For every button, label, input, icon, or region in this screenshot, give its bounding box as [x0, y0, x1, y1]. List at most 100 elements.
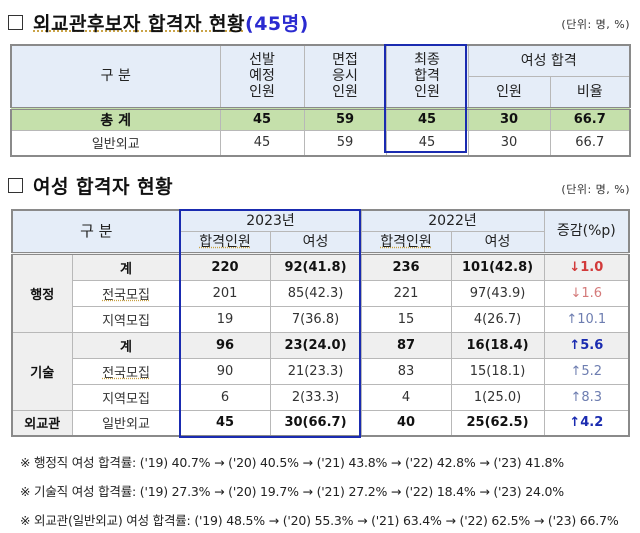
cell-interview: 59: [303, 129, 387, 157]
cell-p22: 4: [360, 383, 452, 411]
total-row: 총 계 45 59 45 30 66.7: [10, 107, 631, 131]
header-final-line3: 인원: [414, 84, 440, 101]
cell-f23: 85(42.3): [269, 279, 362, 307]
row-sub-label: 전국모집: [102, 365, 150, 381]
section2-unit: (단위: 명, %): [561, 183, 630, 196]
section2-title-text: 여성 합격자 현황: [33, 176, 174, 198]
cell-p23: 220: [179, 252, 271, 281]
row-sub: 계: [71, 252, 181, 281]
cell-p23: 90: [179, 357, 271, 385]
table-row: 전국모집 90 21(23.3) 83 15(18.1) ↑5.2: [12, 357, 630, 385]
header-interview: 면접 응시 인원: [303, 44, 387, 110]
header-final: 최종 합격 인원: [385, 44, 469, 110]
cell-f22: 25(62.5): [450, 409, 545, 437]
group-diplomat: 외교관: [11, 409, 73, 437]
header-interview-line1: 면접: [332, 52, 358, 69]
cell-p23: 201: [179, 279, 271, 307]
table-row: 지역모집 6 2(33.3) 4 1(25.0) ↑8.3: [12, 383, 630, 411]
table-row: 지역모집 19 7(36.8) 15 4(26.7) ↑10.1: [12, 305, 630, 333]
row-sub: 계: [71, 331, 181, 359]
cell-change: ↓1.0: [543, 252, 630, 281]
cell-f23: 23(24.0): [269, 331, 362, 359]
cell-female-ratio: 66.7: [549, 107, 631, 131]
cell-p22: 221: [360, 279, 452, 307]
note-tech-rate: ※ 기술직 여성 합격률: ('19) 27.3% → ('20) 19.7% …: [20, 484, 564, 499]
note-diplomat-rate: ※ 외교관(일반외교) 여성 합격률: ('19) 48.5% → ('20) …: [20, 513, 619, 528]
checkbox-square-icon: [8, 178, 23, 193]
cell-p22: 87: [360, 331, 452, 359]
header-female-ratio: 비율: [549, 75, 631, 110]
row-sub: 지역모집: [71, 383, 181, 411]
cell-change: ↑5.6: [543, 331, 630, 359]
cell-p23: 45: [179, 409, 271, 437]
cell-p22: 83: [360, 357, 452, 385]
row-sub-label: 전국모집: [102, 287, 150, 303]
cell-f23: 30(66.7): [269, 409, 362, 437]
table-row: 전국모집 201 85(42.3) 221 97(43.9) ↓1.6: [12, 279, 630, 307]
header-planned-line3: 인원: [249, 84, 275, 101]
table-row: 기술 계 96 23(24.0) 87 16(18.4) ↑5.6: [11, 331, 630, 411]
row-sub: 전국모집: [71, 357, 181, 385]
table-row: 행정 계 220 92(41.8) 236 101(42.8) ↓1.0: [11, 252, 630, 333]
group-tech: 기술: [11, 331, 73, 411]
row-label: 일반외교: [10, 129, 221, 157]
section1-title: 외교관후보자 합격자 현황 (45명): [8, 9, 309, 36]
header-2023-female: 여성: [269, 230, 362, 255]
header-final-line2: 합격: [414, 68, 440, 85]
header-category: 구 분: [11, 209, 181, 255]
header-change: 증감(%p): [543, 209, 630, 255]
table-row: 외교관 일반외교 45 30(66.7) 40 25(62.5) ↑4.2: [11, 409, 630, 437]
note-admin-rate: ※ 행정직 여성 합격률: ('19) 40.7% → ('20) 40.5% …: [20, 455, 564, 470]
cell-f22: 1(25.0): [450, 383, 545, 411]
header-final-line1: 최종: [414, 52, 440, 69]
header-2022-passed: 합격인원: [360, 230, 452, 255]
cell-female-ratio: 66.7: [549, 129, 631, 157]
cell-planned: 45: [219, 129, 305, 157]
checkbox-square-icon: [8, 15, 23, 30]
cell-planned: 45: [219, 107, 305, 131]
cell-change: ↑8.3: [543, 383, 630, 411]
header-planned-line2: 예정: [249, 68, 275, 85]
row-sub: 일반외교: [71, 409, 181, 437]
female-table: 구 분 2023년 2022년 증감(%p) 합격인원 여성 합격인원 여성 행…: [11, 209, 631, 437]
header-planned-line1: 선발: [249, 52, 275, 69]
cell-change: ↑5.2: [543, 357, 630, 385]
cell-interview: 59: [303, 107, 387, 131]
cell-p23: 96: [179, 331, 271, 359]
cell-change: ↑10.1: [543, 305, 630, 333]
header-female-group: 여성 합격: [467, 44, 631, 77]
row-sub: 지역모집: [71, 305, 181, 333]
header-2023-passed-label: 합격인원: [199, 233, 251, 250]
row-sub: 전국모집: [71, 279, 181, 307]
header-interview-line3: 인원: [332, 84, 358, 101]
cell-f22: 97(43.9): [450, 279, 545, 307]
cell-f23: 7(36.8): [269, 305, 362, 333]
cell-f23: 21(23.3): [269, 357, 362, 385]
header-category: 구 분: [10, 44, 221, 110]
section1-title-count: (45명): [245, 13, 309, 35]
applicants-table: 구 분 선발 예정 인원 면접 응시 인원 최종 합격 인원 여성 합격 인원 …: [10, 44, 632, 157]
cell-p22: 15: [360, 305, 452, 333]
header-2022-female: 여성: [450, 230, 545, 255]
section1-title-main: 외교관후보자 합격자 현황: [33, 13, 246, 35]
cell-f22: 15(18.1): [450, 357, 545, 385]
cell-change: ↑4.2: [543, 409, 630, 437]
header-2022: 2022년: [360, 209, 545, 232]
cell-female-count: 30: [467, 129, 551, 157]
cell-p22: 40: [360, 409, 452, 437]
row-label: 총 계: [10, 107, 221, 131]
cell-p22: 236: [360, 252, 452, 281]
header-planned: 선발 예정 인원: [219, 44, 305, 110]
cell-p23: 6: [179, 383, 271, 411]
cell-change: ↓1.6: [543, 279, 630, 307]
table-row: 일반외교 45 59 45 30 66.7: [10, 129, 631, 157]
header-2023-passed: 합격인원: [179, 230, 271, 255]
cell-f23: 2(33.3): [269, 383, 362, 411]
header-interview-line2: 응시: [332, 68, 358, 85]
cell-f23: 92(41.8): [269, 252, 362, 281]
cell-f22: 101(42.8): [450, 252, 545, 281]
cell-final: 45: [385, 107, 469, 131]
cell-p23: 19: [179, 305, 271, 333]
cell-final: 45: [385, 129, 469, 157]
cell-f22: 16(18.4): [450, 331, 545, 359]
